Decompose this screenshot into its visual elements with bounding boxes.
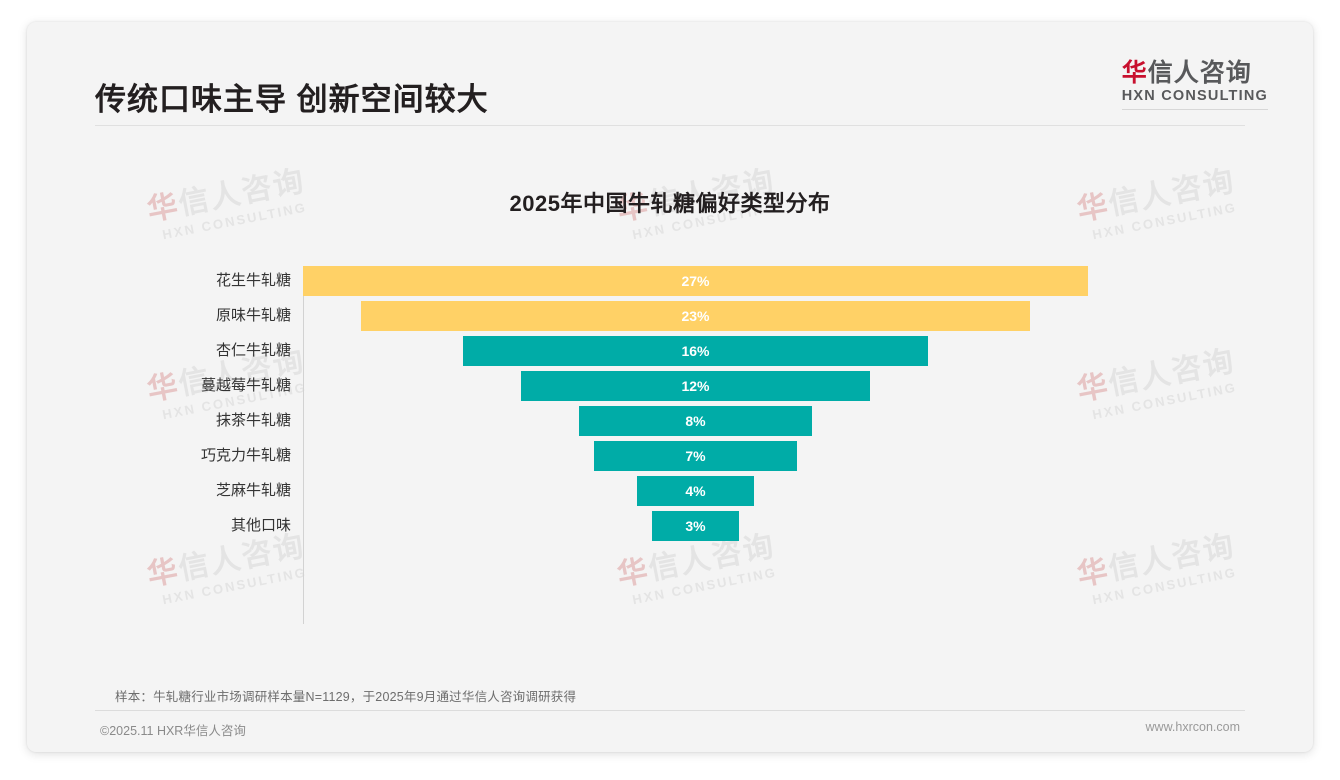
- bar-value-label: 16%: [681, 343, 710, 359]
- bar-category-label: 原味牛轧糖: [215, 307, 291, 324]
- bar-value-label: 7%: [685, 448, 706, 464]
- bar-category-label: 抹茶牛轧糖: [215, 412, 291, 429]
- bar-row: 蔓越莓牛轧糖 12%: [27, 371, 1313, 401]
- bar-row: 杏仁牛轧糖 16%: [27, 336, 1313, 366]
- bar-value-label: 4%: [685, 483, 706, 499]
- bar: 23%: [361, 301, 1030, 331]
- funnel-bar-chart: 花生牛轧糖 27% 原味牛轧糖 23% 杏仁牛轧糖 16% 蔓越莓牛轧糖 12% 抹茶牛轧糖 8%…: [27, 266, 1313, 646]
- bar-category-label: 其他口味: [230, 517, 291, 534]
- bar: 7%: [593, 441, 798, 471]
- bar: 3%: [651, 511, 740, 541]
- bar-row: 巧克力牛轧糖 7%: [27, 441, 1313, 471]
- bar-row: 芝麻牛轧糖 4%: [27, 476, 1313, 506]
- footer-divider: [95, 710, 1245, 711]
- bar-row: 其他口味 3%: [27, 511, 1313, 541]
- brand-logo-cn: 华信人咨询: [1122, 60, 1268, 86]
- slide-header: 传统口味主导 创新空间较大 华信人咨询 HXN CONSULTING: [27, 22, 1313, 126]
- bar-category-label: 杏仁牛轧糖: [215, 342, 291, 359]
- bar-category-label: 花生牛轧糖: [215, 272, 291, 289]
- bar-row: 花生牛轧糖 27%: [27, 266, 1313, 296]
- brand-logo-cn-gray: 信人咨询: [1147, 59, 1252, 87]
- brand-logo: 华信人咨询 HXN CONSULTING: [1121, 60, 1268, 111]
- bar: 12%: [521, 371, 870, 401]
- copyright-text: ©2025.11 HXR华信人咨询: [100, 724, 246, 738]
- bar: 16%: [462, 336, 929, 366]
- bar-category-label: 蔓越莓牛轧糖: [200, 377, 291, 394]
- bar-value-label: 27%: [681, 273, 710, 289]
- brand-logo-en: HXN CONSULTING: [1121, 88, 1268, 105]
- bar: 27%: [303, 266, 1088, 296]
- bar-value-label: 12%: [681, 378, 710, 394]
- bar-category-label: 巧克力牛轧糖: [200, 447, 291, 464]
- category-axis-line: [303, 266, 304, 624]
- bar-category-label: 芝麻牛轧糖: [215, 482, 291, 499]
- chart-area: 2025年中国牛轧糖偏好类型分布 花生牛轧糖 27% 原味牛轧糖 23% 杏仁牛轧糖 16…: [27, 126, 1313, 666]
- bar: 4%: [637, 476, 754, 506]
- bar-row: 原味牛轧糖 23%: [27, 301, 1313, 331]
- website-url: www.hxrcon.com: [1145, 720, 1240, 734]
- bar-value-label: 3%: [685, 518, 706, 534]
- brand-logo-underline: [1121, 109, 1268, 111]
- page-title: 传统口味主导 创新空间较大: [95, 82, 489, 117]
- slide-card: 华信人咨询 HXN CONSULTING 华信人咨询 HXN CONSULTIN…: [27, 22, 1313, 752]
- bar-value-label: 8%: [685, 413, 706, 429]
- chart-source-note: 样本：牛轧糖行业市场调研样本量N=1129，于2025年9月通过华信人咨询调研获…: [115, 690, 577, 704]
- chart-title: 2025年中国牛轧糖偏好类型分布: [509, 191, 831, 216]
- brand-logo-cn-red: 华: [1121, 59, 1148, 87]
- bar: 8%: [579, 406, 812, 436]
- header-divider: [95, 125, 1245, 126]
- bar-row: 抹茶牛轧糖 8%: [27, 406, 1313, 436]
- bar-value-label: 23%: [681, 308, 710, 324]
